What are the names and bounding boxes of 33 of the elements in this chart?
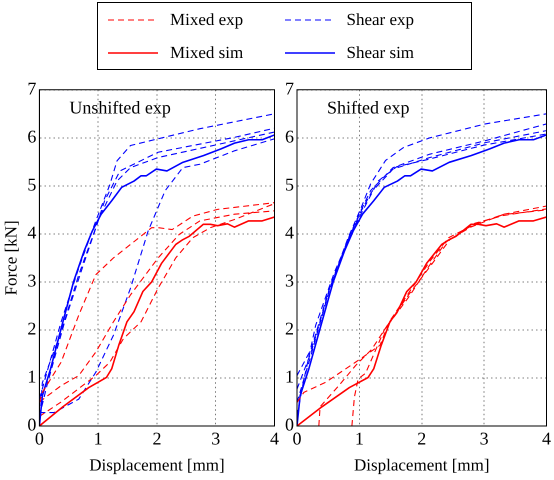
x-tick-label: 3	[480, 428, 489, 449]
y-tick-label: 1	[285, 366, 294, 387]
x-axis-title: Displacement [mm]	[89, 455, 225, 474]
y-tick-label: 0	[27, 414, 36, 435]
y-tick-label: 4	[27, 222, 36, 243]
annotation: Shifted exp	[327, 98, 410, 118]
y-tick-label: 7	[285, 78, 294, 99]
y-tick-label: 4	[285, 222, 294, 243]
annotation: Unshifted exp	[69, 98, 171, 118]
y-tick-label: 5	[285, 174, 294, 195]
x-tick-label: 4	[270, 428, 279, 449]
y-tick-label: 3	[27, 270, 36, 291]
x-tick-label: 4	[542, 428, 551, 449]
legend-label: Mixed exp	[170, 10, 244, 30]
y-tick-label: 1	[27, 366, 36, 387]
x-tick-label: 1	[94, 428, 103, 449]
x-tick-label: 3	[211, 428, 220, 449]
legend-label: Mixed sim	[170, 42, 244, 62]
y-tick-label: 6	[27, 126, 36, 147]
x-tick-label: 2	[152, 428, 162, 449]
x-tick-label: 1	[354, 428, 364, 449]
y-tick-label: 6	[285, 126, 294, 147]
legend-label: Shear sim	[346, 42, 414, 62]
x-tick-label: 2	[417, 428, 426, 449]
x-axis-title: Displacement [mm]	[354, 455, 490, 474]
y-tick-label: 2	[285, 318, 294, 339]
y-tick-label: 3	[285, 270, 294, 291]
y-tick-label: 2	[27, 318, 36, 339]
y-axis-title: Force [kN]	[2, 220, 21, 296]
y-tick-label: 7	[27, 78, 36, 99]
legend-label: Shear exp	[346, 10, 414, 30]
y-tick-label: 5	[27, 174, 36, 195]
y-tick-label: 0	[285, 414, 294, 435]
